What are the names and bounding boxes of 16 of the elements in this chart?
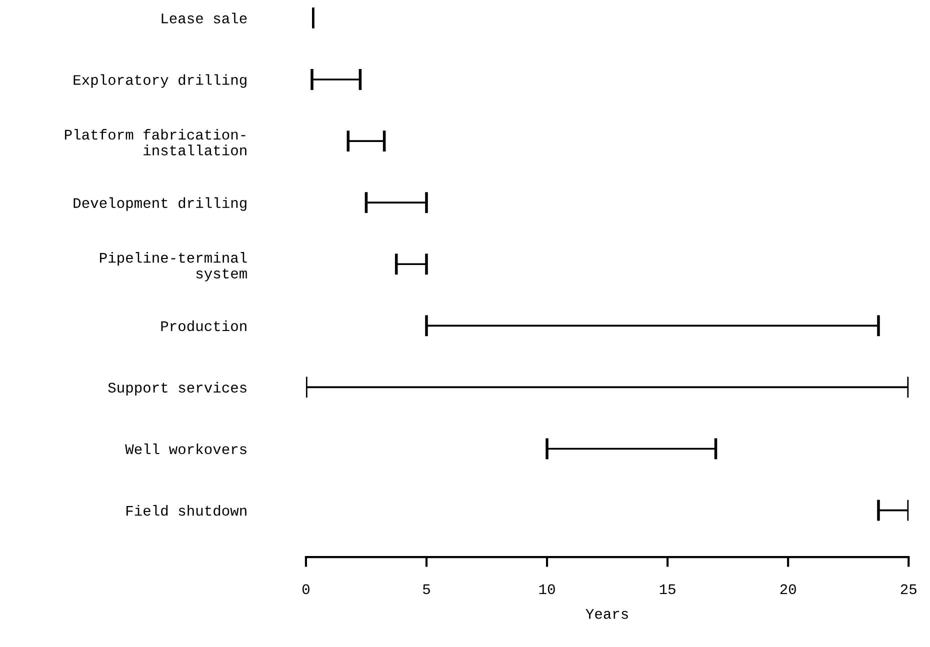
y-tick-label: Well workovers	[125, 443, 246, 454]
y-tick-label: Production	[161, 320, 246, 332]
x-tick-label: 10	[539, 584, 555, 594]
y-tick-label: Support services	[108, 382, 246, 396]
y-tick-label: Lease sale	[162, 12, 247, 24]
x-tick-label: 5	[423, 584, 430, 594]
x-tick-label: 20	[780, 584, 796, 594]
x-tick-label: 0	[302, 584, 310, 594]
y-tick-label: Development drilling	[74, 197, 246, 211]
y-tick-label: Exploratory drilling	[74, 74, 246, 88]
x-tick-label: 15	[660, 584, 676, 594]
x-tick-label: 25	[900, 584, 916, 594]
x-axis-title: Years	[586, 609, 628, 619]
y-tick-label: Field shutdown	[126, 505, 246, 516]
y-tick-label: Pipeline-terminal system	[100, 252, 247, 282]
y-tick-label: Platform fabrication- installation	[64, 128, 246, 156]
